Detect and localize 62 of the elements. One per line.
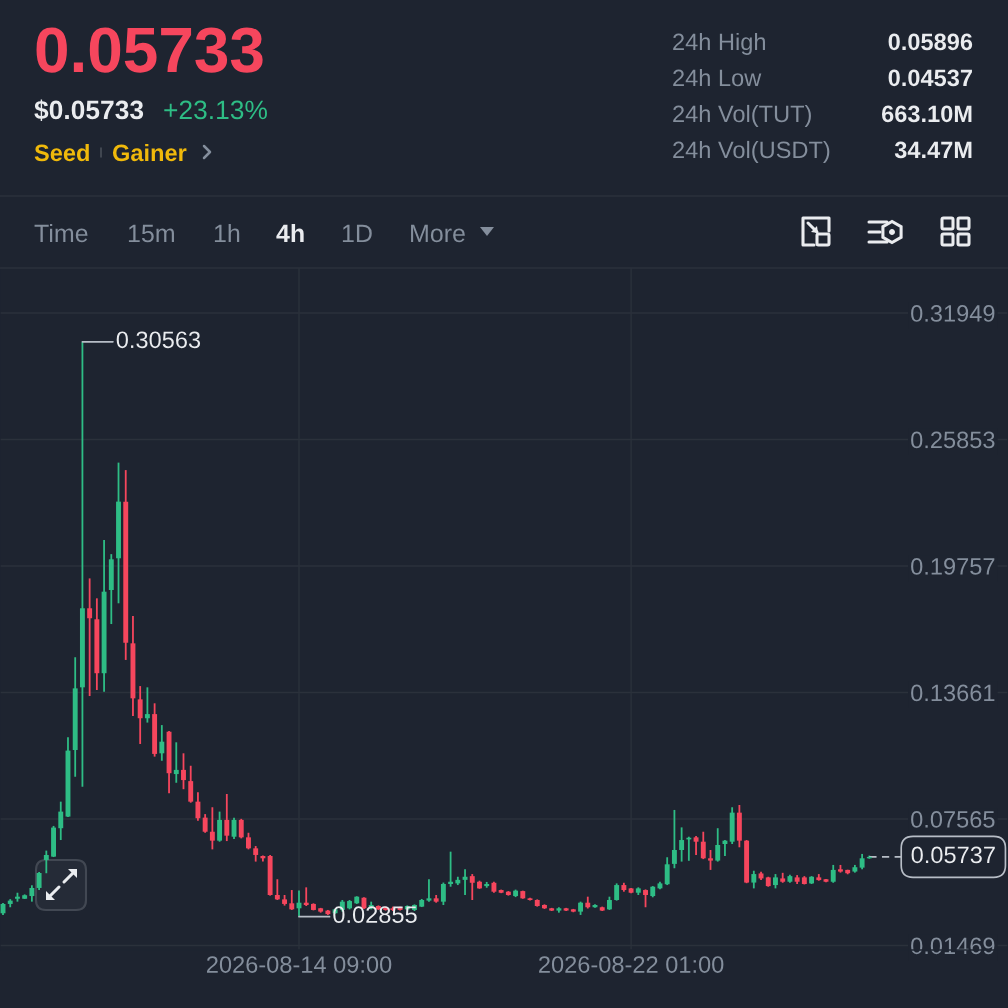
candlestick <box>36 871 42 891</box>
candlestick <box>217 810 223 843</box>
y-tick-label: 0.07565 <box>911 811 995 828</box>
candlestick <box>693 835 699 856</box>
candlestick <box>144 686 150 724</box>
candlestick <box>173 741 179 784</box>
candlestick <box>202 813 208 834</box>
text: 34.47M <box>894 141 972 159</box>
text: 24h Low <box>673 68 762 87</box>
text: 1h <box>214 223 240 242</box>
candlestick <box>448 850 454 888</box>
y-tick-label: 0.19757 <box>911 558 995 575</box>
y-tick-label: 0.31949 <box>911 305 995 322</box>
y-tick-label: 0.13661 <box>911 684 995 702</box>
text: 4h <box>276 223 304 242</box>
candlestick <box>722 839 728 857</box>
candlestick <box>209 806 215 851</box>
ref-line-label: 0.05737 <box>911 846 995 864</box>
annotation: 0.30563 <box>116 331 201 349</box>
candlestick <box>188 764 194 804</box>
candlestick <box>462 868 468 896</box>
text: 24h Vol(TUT) <box>673 104 811 127</box>
candlestick <box>289 889 295 911</box>
x-tick-label: 2026-08-22 01:00 <box>539 956 724 973</box>
text: Gainer <box>112 143 187 162</box>
text: +23.13% <box>164 100 267 120</box>
candlestick <box>426 878 432 903</box>
annotation: 0.02855 <box>333 906 417 924</box>
text: 24h High <box>673 32 765 55</box>
text: More <box>411 224 465 243</box>
candlestick <box>671 809 677 870</box>
candlestick <box>224 793 230 842</box>
text: Time <box>34 223 88 243</box>
text: 663.10M <box>881 105 972 123</box>
text: 0.05896 <box>888 33 973 51</box>
y-tick-label: 0.25853 <box>911 431 995 449</box>
candlestick <box>469 873 475 901</box>
candlestick <box>700 830 706 861</box>
candlestick <box>159 724 165 762</box>
candlestick <box>715 827 721 863</box>
x-tick-label: 2026-08-14 09:00 <box>206 956 392 973</box>
candlestick <box>181 752 186 791</box>
candlestick <box>137 685 143 745</box>
text: Seed <box>34 143 89 162</box>
text: 24h Vol(USDT) <box>673 140 830 163</box>
candlestick <box>679 826 685 863</box>
text: 0.04537 <box>888 69 972 87</box>
candlestick <box>238 817 244 840</box>
y-tick-label: 0.01469 <box>911 937 995 955</box>
candlestick <box>708 849 713 871</box>
chart-title: 0.05733 <box>36 27 263 73</box>
text: 1D <box>342 224 372 242</box>
candlestick <box>87 577 93 697</box>
candlestick <box>58 800 64 841</box>
candlestick <box>303 886 309 907</box>
text: 15m <box>128 224 174 243</box>
candlestick <box>43 849 49 875</box>
candlestick <box>440 881 446 906</box>
candlestick <box>274 878 280 901</box>
candlestick <box>195 791 201 822</box>
candlestick <box>664 856 670 886</box>
text: $0.05733 <box>34 99 144 121</box>
